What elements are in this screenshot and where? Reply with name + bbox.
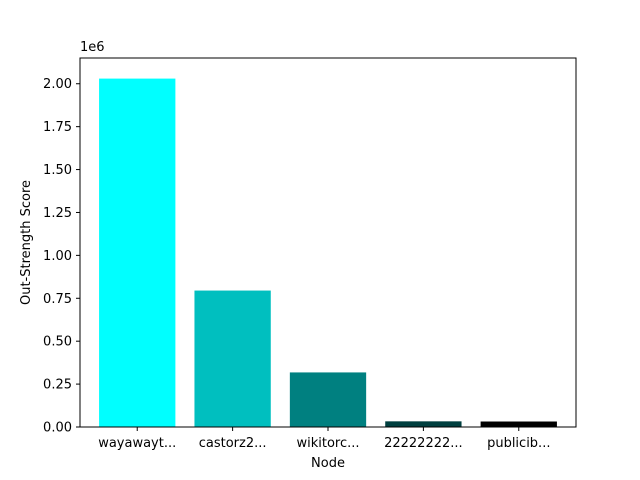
- y-tick-label: 0.00: [43, 421, 72, 436]
- bar-2: [289, 372, 367, 427]
- bar-1: [194, 290, 271, 427]
- y-tick-label: 1.75: [43, 120, 72, 135]
- y-tick-label: 1.25: [43, 206, 72, 221]
- y-tick-label: 0.50: [43, 335, 72, 350]
- y-tick-label: 1.00: [43, 249, 72, 264]
- x-tick-label: wikitorc...: [296, 436, 359, 451]
- y-axis-title: Out-Strength Score: [19, 180, 34, 305]
- x-tick-label: wayawayt...: [98, 436, 176, 451]
- x-axis: wayawayt... castorz2... wikitorc... 2222222…: [98, 427, 550, 451]
- x-tick-label: 22222222...: [384, 436, 463, 451]
- y-tick-label: 1.50: [43, 163, 72, 178]
- y-tick-label: 0.25: [43, 378, 72, 393]
- y-tick-label: 0.75: [43, 292, 72, 307]
- x-axis-title: Node: [311, 456, 345, 471]
- bars-layer: [99, 78, 557, 428]
- y-offset-label: 1e6: [80, 40, 105, 55]
- y-axis: 0.00 0.25 0.50 0.75 1.00 1.25 1.50 1.75 2.00: [43, 77, 80, 436]
- y-tick-label: 2.00: [43, 77, 72, 92]
- x-tick-label: castorz2...: [199, 436, 267, 451]
- bar-4: [480, 421, 557, 427]
- bar-3: [385, 421, 462, 427]
- bar-0: [99, 78, 176, 428]
- x-tick-label: publicib...: [487, 436, 550, 451]
